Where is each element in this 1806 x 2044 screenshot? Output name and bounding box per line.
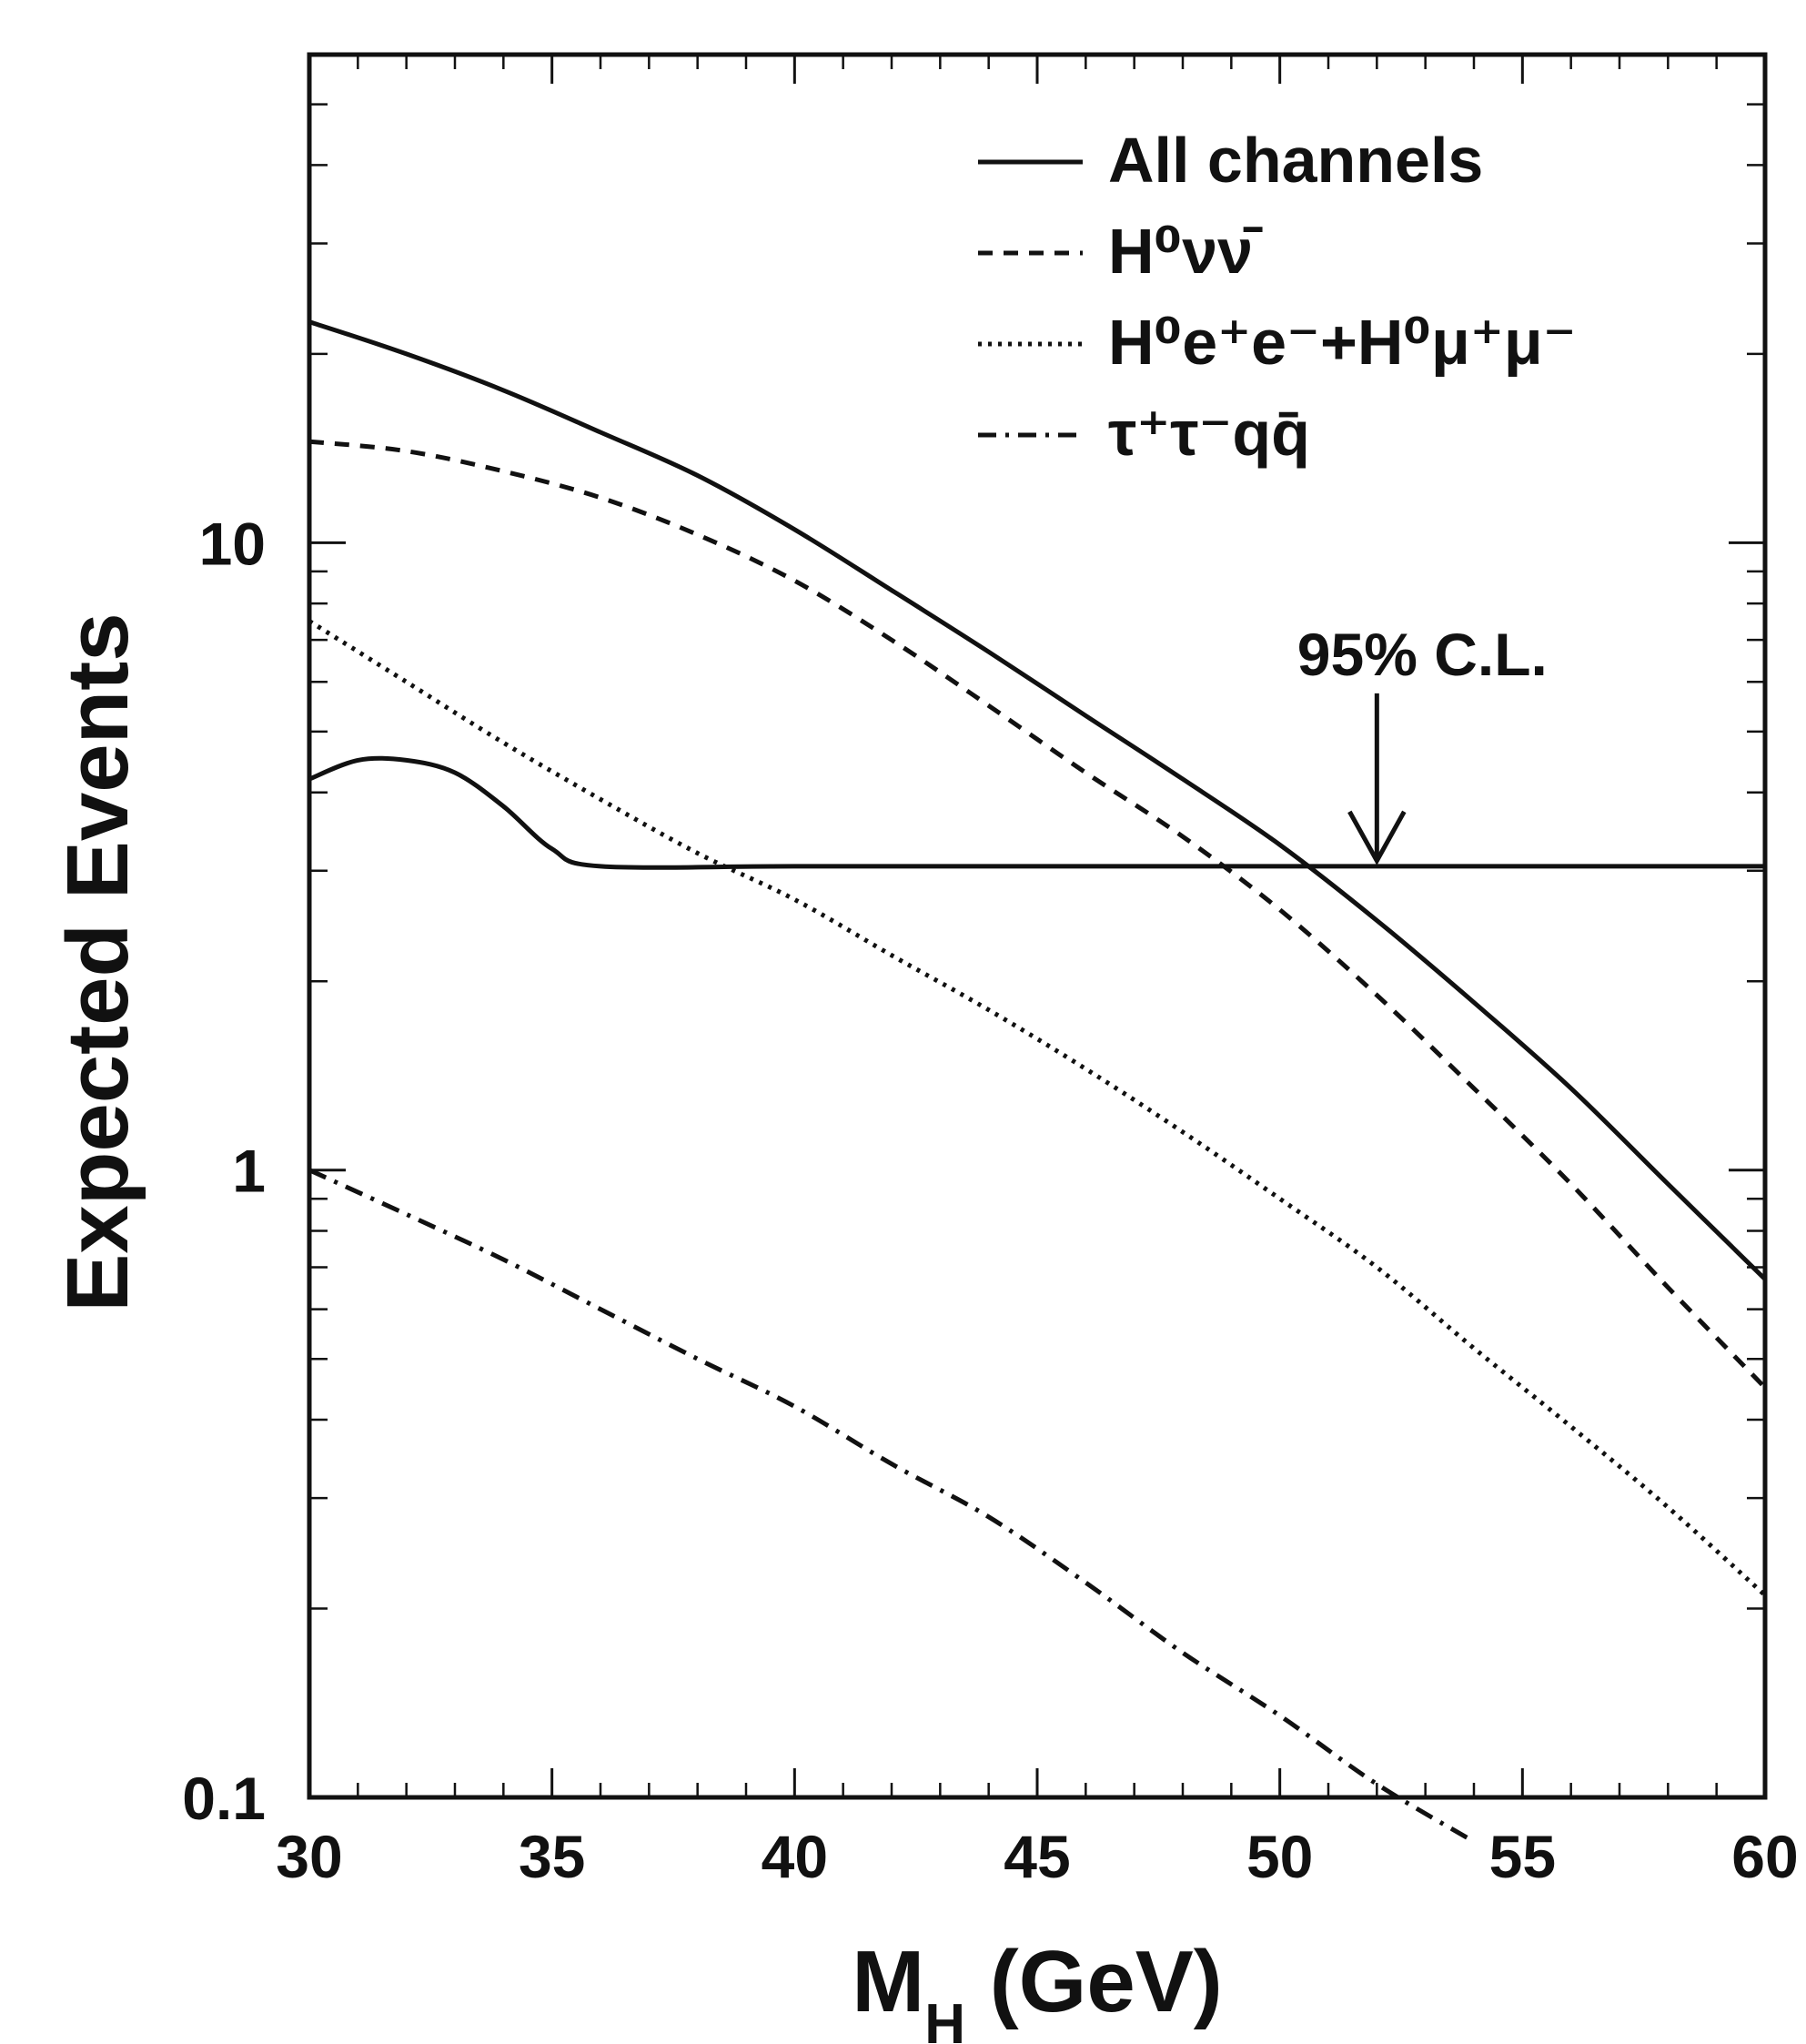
legend-label: τ⁺τ⁻qq̄ — [1108, 398, 1310, 469]
x-tick-label: 55 — [1489, 1823, 1556, 1890]
x-tick-label: 30 — [276, 1823, 342, 1890]
y-tick-label: 1 — [232, 1138, 266, 1205]
legend-label: H⁰νν̄ — [1108, 216, 1263, 287]
series-lines — [308, 319, 1767, 1844]
y-tick-label: 10 — [199, 510, 266, 577]
x-tick-label: 45 — [1004, 1823, 1070, 1890]
legend: All channels H⁰νν̄ H⁰e⁺e⁻+H⁰μ⁺μ⁻ τ⁺τ⁻qq̄ — [978, 125, 1577, 469]
annotation: 95% C.L. — [1297, 621, 1548, 866]
annotation-label: 95% C.L. — [1297, 621, 1548, 688]
series-h0-ll — [308, 619, 1767, 1597]
x-axis-title: MH (GeV) — [852, 1933, 1222, 2044]
tick-labels: 30 35 40 45 50 55 60 0.1 1 10 — [182, 510, 1798, 1890]
legend-label: All channels — [1108, 125, 1483, 196]
axis-titles: MH (GeV) Expected Events — [49, 612, 1223, 2044]
series-all-channels — [308, 319, 1767, 1281]
x-tick-label: 60 — [1731, 1823, 1798, 1890]
x-tick-label: 50 — [1246, 1823, 1313, 1890]
x-tick-label: 35 — [519, 1823, 585, 1890]
series-h0-nunu — [308, 439, 1767, 1390]
series-tautau-qq — [308, 1168, 1476, 1844]
legend-label: H⁰e⁺e⁻+H⁰μ⁺μ⁻ — [1108, 307, 1577, 378]
axis-ticks — [308, 53, 1767, 1799]
annotation-arrow-head — [1347, 810, 1407, 866]
y-axis-title: Expected Events — [49, 612, 146, 1311]
x-tick-label: 40 — [762, 1823, 828, 1890]
y-tick-label: 0.1 — [182, 1765, 266, 1832]
series-95cl-limit — [308, 755, 1765, 870]
